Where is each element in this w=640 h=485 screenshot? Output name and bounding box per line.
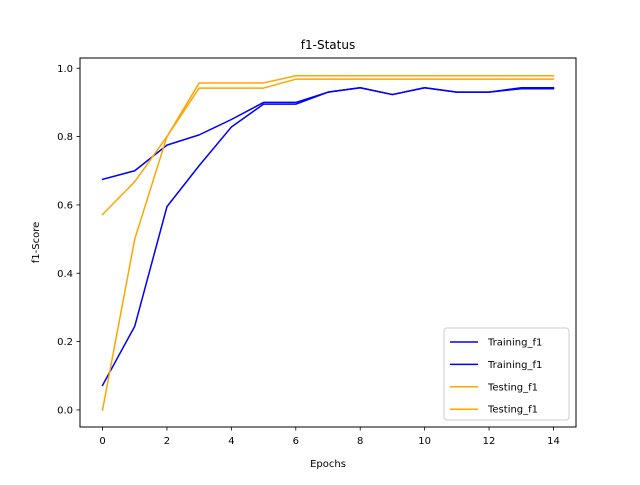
x-tick-label: 2 <box>164 436 170 447</box>
chart-title: f1-Status <box>301 38 355 52</box>
y-tick-label: 0.8 <box>57 132 73 143</box>
y-tick-label: 0.6 <box>57 200 73 211</box>
legend-frame <box>443 327 570 421</box>
legend-label: Training_f1 <box>487 360 542 371</box>
x-axis-label: Epochs <box>310 459 346 470</box>
x-tick-label: 4 <box>228 436 234 447</box>
y-axis-ticks: 0.0 0.2 0.4 0.6 0.8 1.0 <box>57 64 80 416</box>
legend-items: Training_f1 Training_f1 Testing_f1 Testing_… <box>450 338 542 416</box>
legend: Training_f1 Training_f1 Testing_f1 Testing_… <box>443 327 570 421</box>
x-tick-label: 6 <box>293 436 299 447</box>
x-tick-label: 12 <box>483 436 496 447</box>
series-line-4-testing-f1 <box>101 78 555 411</box>
legend-label: Testing_f1 <box>487 382 538 393</box>
y-tick-label: 0.4 <box>57 269 73 280</box>
series-line-3-testing-f1 <box>101 75 555 216</box>
plot-area-frame <box>79 57 577 428</box>
y-tick-label: 0.2 <box>57 337 73 348</box>
x-tick-label: 10 <box>418 436 431 447</box>
y-axis-label: f1-Score <box>31 222 42 264</box>
series-layer <box>101 75 555 411</box>
x-tick-label: 8 <box>357 436 363 447</box>
y-tick-label: 0.0 <box>57 405 73 416</box>
legend-label: Testing_f1 <box>487 405 538 416</box>
y-tick-label: 1.0 <box>57 64 73 75</box>
x-tick-label: 0 <box>99 436 105 447</box>
x-tick-label: 14 <box>547 436 560 447</box>
x-axis-ticks: 0 2 4 6 8 10 12 14 <box>99 427 560 447</box>
series-line-2-training-f1 <box>101 86 555 387</box>
legend-label: Training_f1 <box>487 338 542 349</box>
